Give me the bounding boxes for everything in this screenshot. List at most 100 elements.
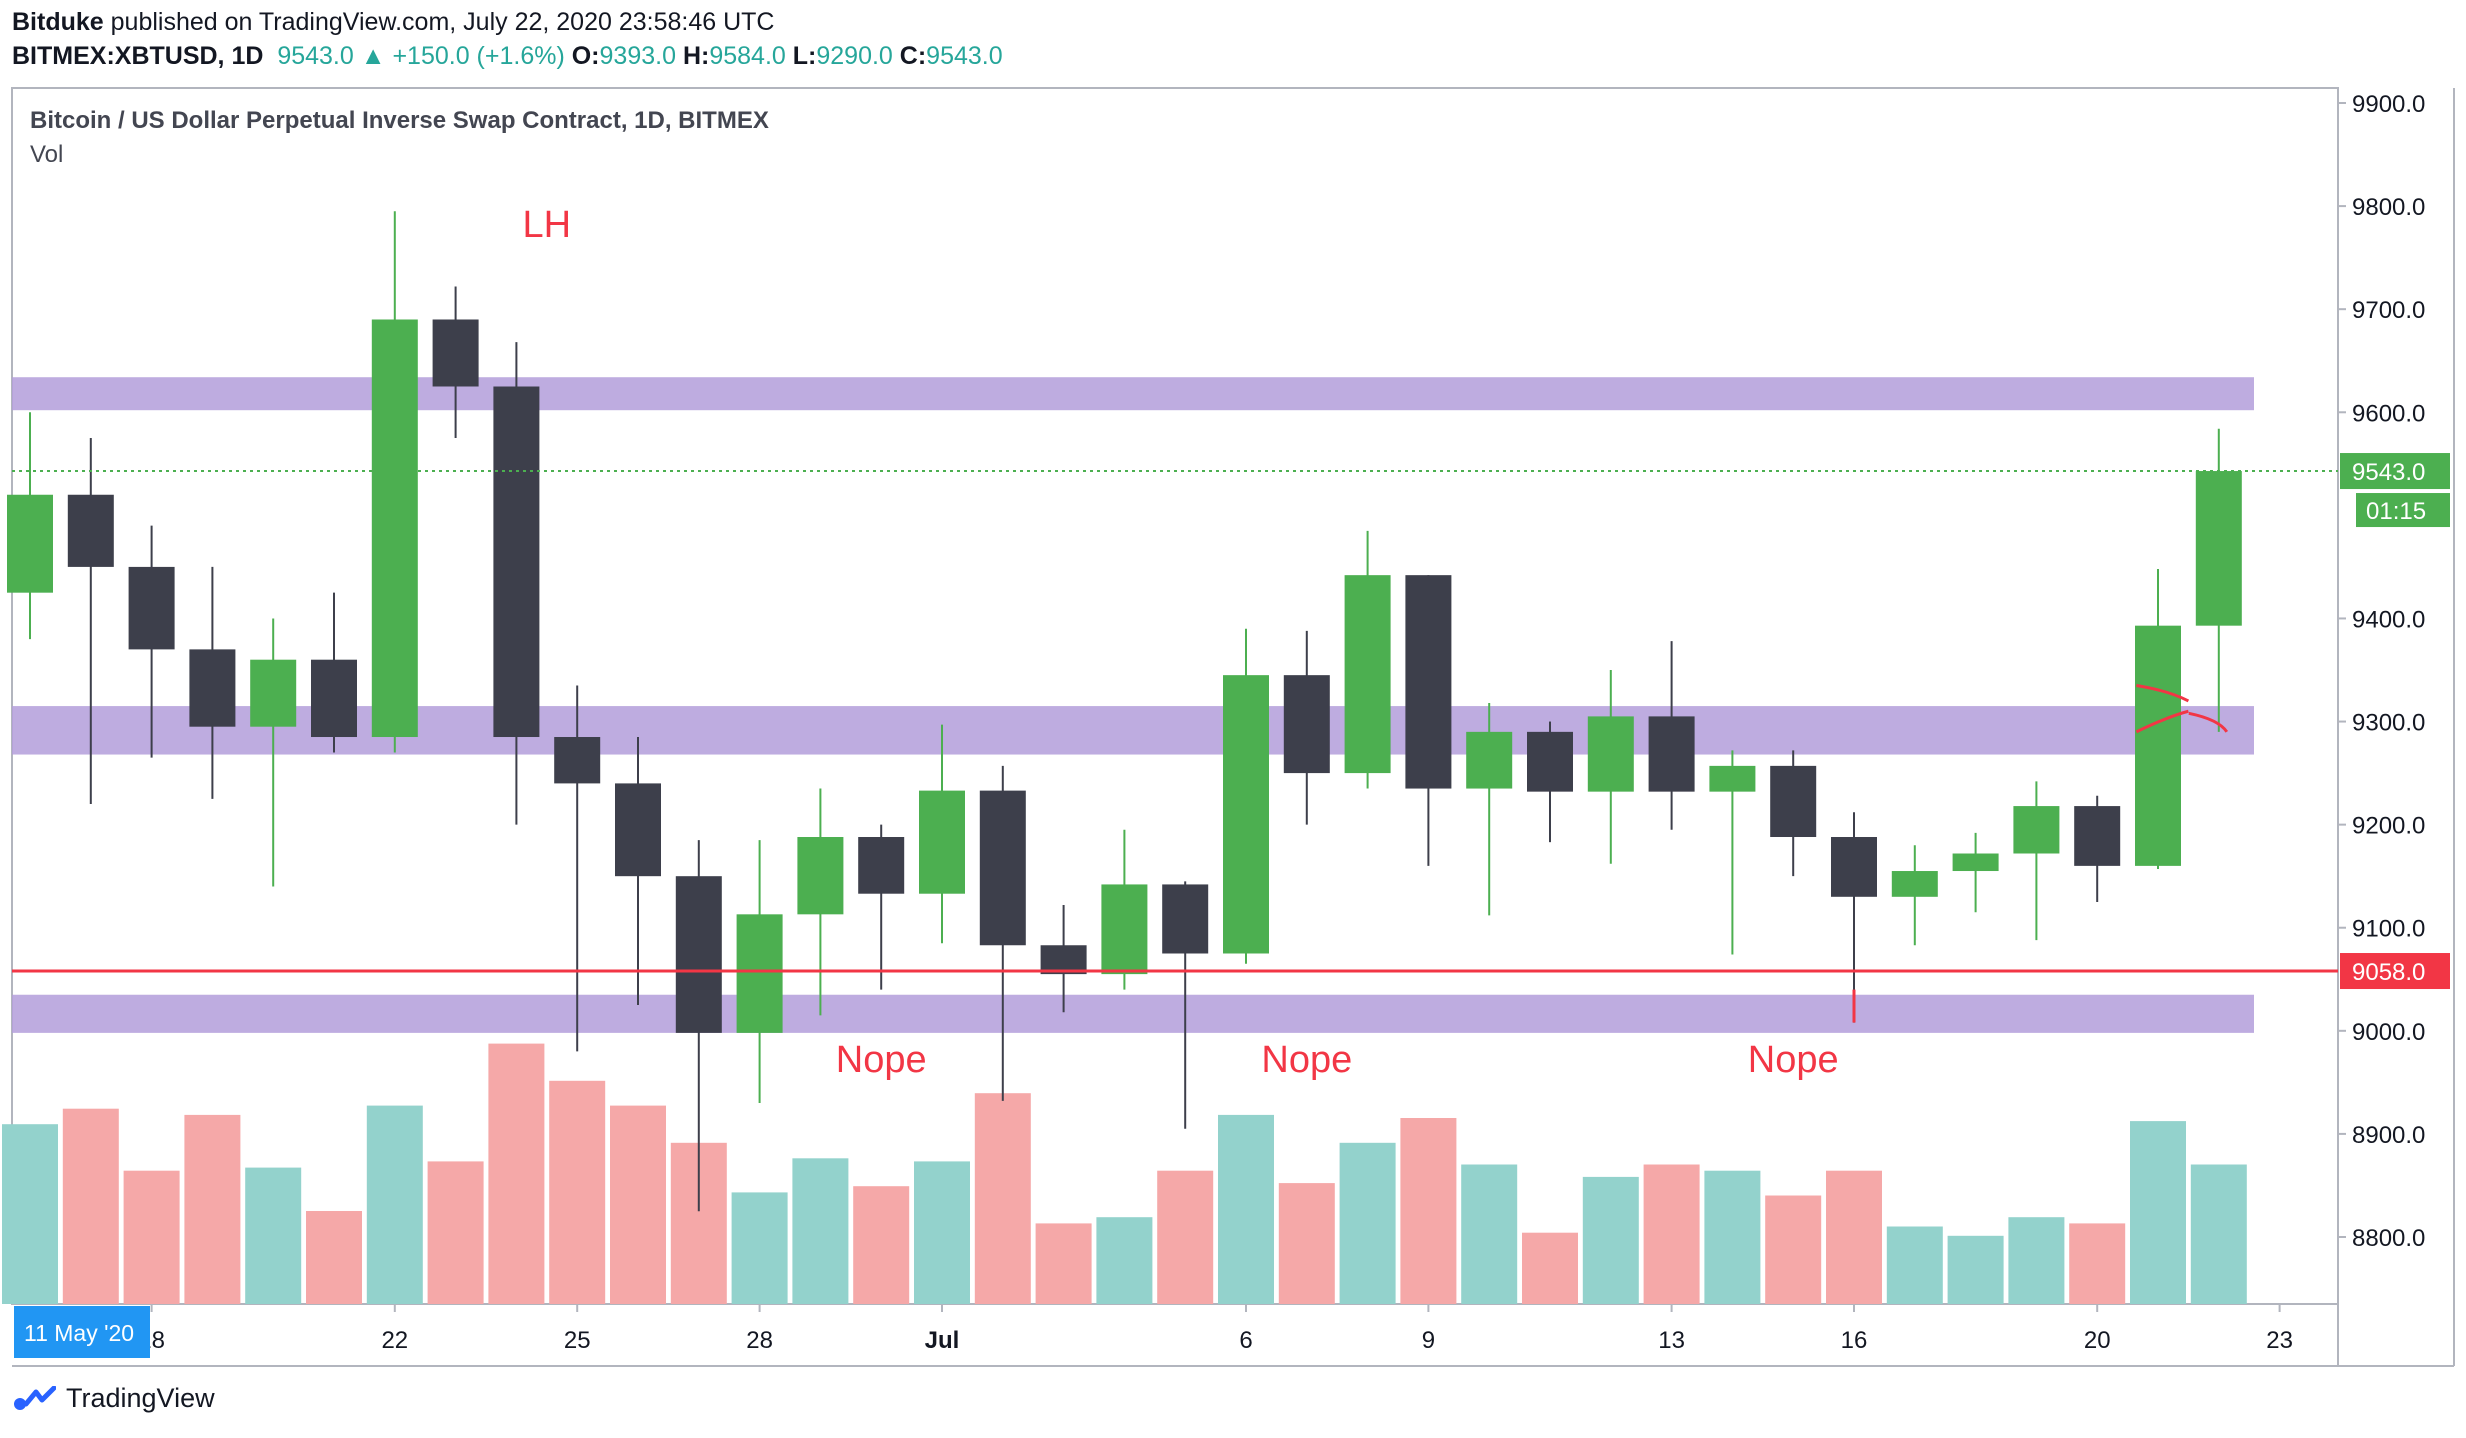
volume-bar (1704, 1170, 1761, 1304)
volume-bar (62, 1108, 119, 1304)
candle-body (128, 566, 175, 650)
candle-body (1527, 731, 1573, 792)
time-tick-label: 9 (1422, 1327, 1435, 1354)
price-tick-label: 8900.0 (2352, 1122, 2425, 1149)
annotations: LH Nope Nope Nope (523, 204, 1839, 1081)
candle-body (1344, 575, 1391, 774)
volume-bar (1765, 1195, 1822, 1304)
candle-body (1223, 675, 1269, 954)
candle-body (189, 649, 236, 727)
volume-bar (853, 1186, 910, 1304)
candle-body (1040, 945, 1087, 975)
volume-bar (1582, 1176, 1639, 1304)
volume-bar (1339, 1142, 1396, 1304)
volume-bar (1643, 1164, 1700, 1304)
candle-body (1770, 765, 1817, 838)
volume-bar (184, 1114, 241, 1304)
time-tick-label: 28 (746, 1327, 773, 1354)
price-axis[interactable]: 8800.0 8900.0 9000.0 9100.0 9200.0 9300.0 9400… (2338, 91, 2450, 1252)
volume-bars (2, 1043, 2247, 1304)
legend-title: Bitcoin / US Dollar Perpetual Inverse Sw… (30, 107, 769, 134)
time-tick-label: 16 (1841, 1327, 1868, 1354)
candle-body (554, 737, 601, 784)
chart-frame (11, 87, 2339, 1305)
annotation-label: LH (523, 204, 572, 246)
price-tick-label: 9600.0 (2352, 400, 2425, 427)
candle-body (1709, 765, 1756, 792)
candle-body (2074, 806, 2121, 866)
zone-rect (12, 377, 2254, 411)
price-tick-label: 9700.0 (2352, 297, 2425, 324)
volume-bar (1522, 1232, 1578, 1304)
support-badge (2340, 953, 2450, 990)
time-tick-label: 23 (2266, 1327, 2293, 1354)
time-tick-label: 13 (1658, 1327, 1685, 1354)
annotation-label: Nope (1748, 1039, 1839, 1081)
price-tick-label: 9100.0 (2352, 916, 2425, 943)
open-label: O: (571, 42, 600, 70)
volume-bar (427, 1161, 484, 1304)
high-value: 9584.0 (709, 42, 786, 70)
close-label: C: (899, 42, 927, 70)
candle-body (1831, 837, 1877, 897)
last-price-badge (2340, 453, 2450, 490)
candle-body (1587, 716, 1634, 792)
price-lines (12, 470, 2338, 1023)
candle-body (2013, 806, 2060, 854)
annotation-label: Nope (836, 1039, 927, 1081)
price-tick-label: 9200.0 (2352, 813, 2425, 840)
volume-bar (914, 1161, 970, 1304)
candle-body (250, 659, 297, 727)
volume-bar (2, 1124, 58, 1304)
candle-body (1101, 884, 1148, 975)
volume-bar (1157, 1170, 1214, 1304)
price-tick-label: 9900.0 (2352, 91, 2425, 118)
candle-body (797, 837, 844, 915)
volume-bar (1278, 1183, 1335, 1304)
ohlc-header: BITMEX:XBTUSD, 1D 9543.0 ▲ +150.0 (+1.6%… (12, 42, 1003, 71)
price-tick-label: 8800.0 (2352, 1225, 2425, 1252)
volume-bar (2190, 1164, 2247, 1304)
volume-bar (2008, 1217, 2065, 1304)
candle-body (736, 914, 783, 1033)
candle-body (1405, 575, 1452, 789)
volume-bar (731, 1192, 788, 1304)
candle-body (7, 494, 53, 593)
candle-body (2195, 471, 2242, 626)
volume-bar (123, 1170, 180, 1304)
volume-bar (306, 1211, 362, 1304)
time-tick-label: 25 (564, 1327, 591, 1354)
open-value: 9393.0 (599, 42, 676, 70)
annotation-stroke (2136, 683, 2190, 703)
candles (7, 211, 2242, 1212)
volume-bar (1886, 1226, 1943, 1304)
volume-bar (1096, 1217, 1153, 1304)
last-price-label: 9543.0 (2352, 459, 2425, 486)
time-tick-label: 22 (381, 1327, 408, 1354)
tradingview-logo[interactable]: TradingView (12, 1383, 215, 1414)
support-label: 9058.0 (2352, 959, 2425, 986)
countdown-label: 01:15 (2366, 498, 2426, 525)
candle-body (919, 790, 965, 894)
volume-bar (1035, 1223, 1092, 1304)
volume-bar (366, 1105, 423, 1304)
price-tick-label: 9000.0 (2352, 1019, 2425, 1046)
candle-body (1283, 675, 1330, 774)
low-label: L: (792, 42, 817, 70)
tradingview-brand: TradingView (66, 1383, 215, 1413)
last-price-value: 9543.0 (277, 42, 354, 70)
candle-body (67, 494, 114, 567)
zone-rect (12, 994, 2254, 1033)
low-value: 9290.0 (816, 42, 893, 70)
date-badge-label: 11 May '20 (24, 1320, 134, 1346)
publish-info: Bitduke published on TradingView.com, Ju… (12, 8, 774, 37)
countdown-badge (2356, 493, 2450, 528)
close-value: 9543.0 (926, 42, 1003, 70)
legend-vol-label: Vol (30, 141, 63, 168)
volume-bar (1218, 1114, 1274, 1304)
annotation-stroke (2135, 709, 2189, 734)
change-value: +150.0 (+1.6%) (392, 42, 565, 70)
volume-bar (2069, 1223, 2126, 1304)
